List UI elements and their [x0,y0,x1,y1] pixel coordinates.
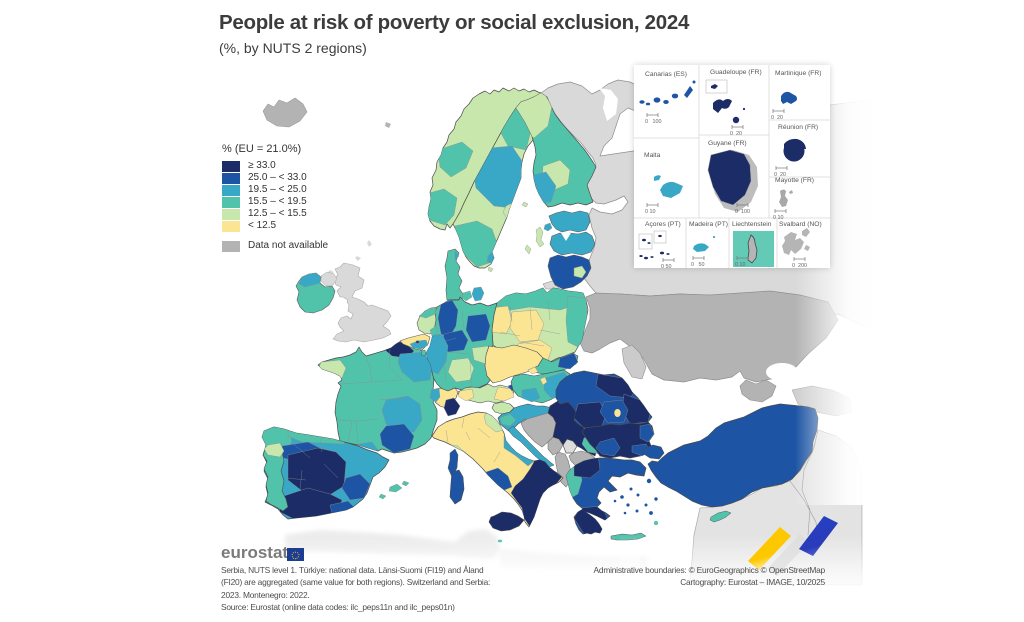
svg-text:0 10: 0 10 [773,215,784,221]
svg-text:0 10: 0 10 [645,209,656,215]
svg-text:Guyane (FR): Guyane (FR) [708,140,747,147]
svg-text:0 100: 0 100 [645,119,662,125]
svg-text:0 20: 0 20 [774,172,786,178]
svg-text:Canarias (ES): Canarias (ES) [645,71,687,78]
svg-text:Açores (PT): Açores (PT) [645,221,681,228]
svg-text:Réunion (FR): Réunion (FR) [778,124,818,131]
svg-text:Liechtenstein: Liechtenstein [732,221,772,228]
svg-text:0 100: 0 100 [735,209,750,215]
svg-text:Madeira (PT): Madeira (PT) [689,221,728,228]
svg-text:Malta: Malta [644,152,661,159]
svg-text:0 10: 0 10 [735,262,746,268]
svg-text:0 50: 0 50 [691,262,705,268]
svg-text:Guadeloupe (FR): Guadeloupe (FR) [710,69,762,76]
svg-text:0 20: 0 20 [730,131,742,137]
svg-text:Mayotte (FR): Mayotte (FR) [775,177,814,184]
svg-text:0 20: 0 20 [771,115,783,121]
svg-text:Martinique (FR): Martinique (FR) [775,70,821,77]
svg-text:0 50: 0 50 [661,264,672,268]
svg-text:0 200: 0 200 [792,263,807,268]
svg-text:Svalbard (NO): Svalbard (NO) [779,221,822,228]
